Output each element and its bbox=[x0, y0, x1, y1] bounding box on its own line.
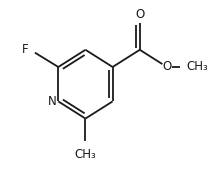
Text: N: N bbox=[48, 95, 57, 108]
Text: CH₃: CH₃ bbox=[75, 148, 96, 161]
Text: O: O bbox=[135, 8, 144, 21]
Text: O: O bbox=[162, 61, 172, 73]
Text: F: F bbox=[22, 43, 29, 56]
Text: CH₃: CH₃ bbox=[186, 61, 208, 73]
